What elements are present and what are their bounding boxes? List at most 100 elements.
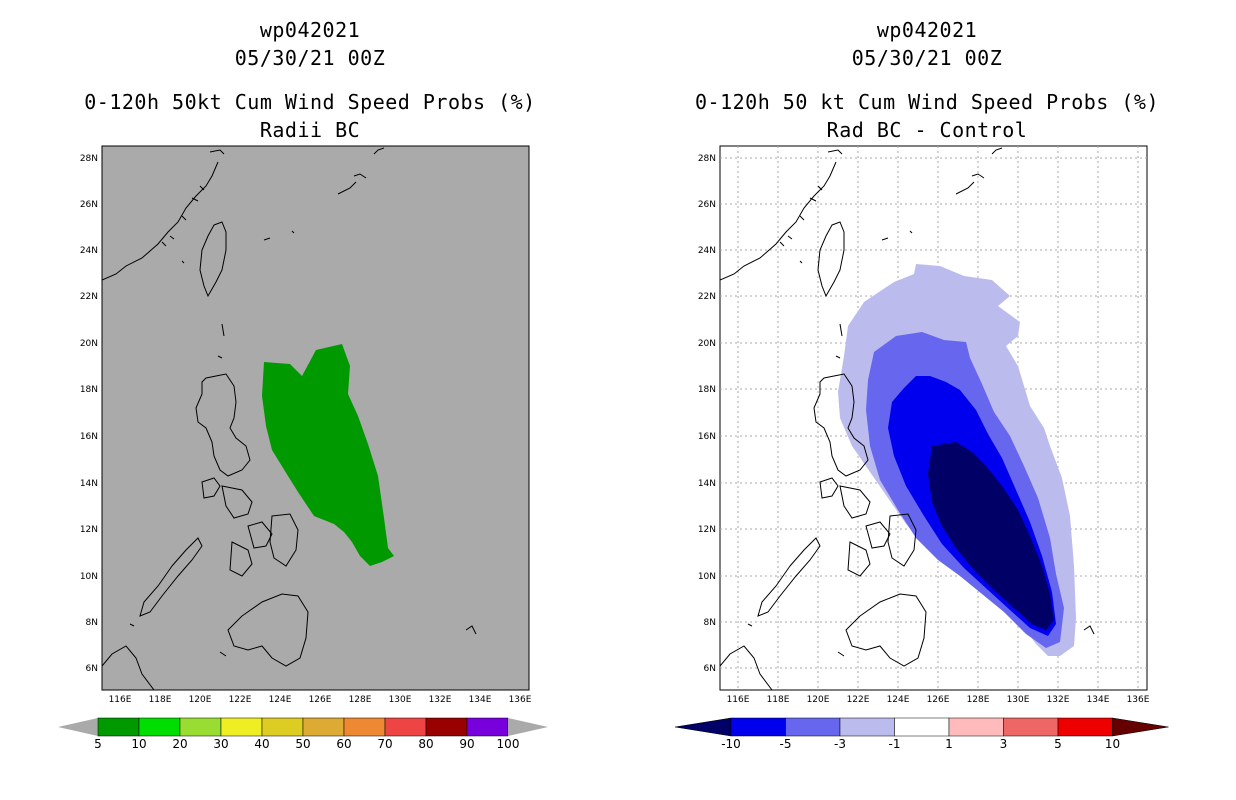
left-datetime: 05/30/21 00Z [234, 46, 386, 70]
right-x-tick-122e: 122E [847, 695, 870, 705]
left-x-tick-130e: 130E [389, 695, 412, 705]
right-y-tick-12n: 12N [698, 525, 716, 535]
left-y-tick-22n: 22N [80, 292, 98, 302]
left-colorbar-end-high [508, 718, 548, 736]
left-y-tick-16n: 16N [80, 432, 98, 442]
left-colorbar-label-80: 80 [418, 737, 433, 751]
left-colorbar-swatch-9 [466, 717, 509, 737]
right-storm-id: wp042021 [876, 18, 978, 42]
left-colorbar-label-100: 100 [497, 737, 520, 751]
left-colorbar-label-10: 10 [131, 737, 146, 751]
left-colorbar-swatch-8 [425, 717, 468, 737]
left-colorbar-swatch-7 [384, 717, 427, 737]
right-axes: 116E 118E 120E 122E 124E 126E 128E 130E 132E 134E… [698, 154, 1150, 705]
left-colorbar-swatch-5 [302, 717, 345, 737]
left-title: 0-120h 50kt Cum Wind Speed Probs (%) [84, 90, 536, 114]
left-map [101, 145, 530, 691]
left-y-tick-10n: 10N [80, 572, 98, 582]
right-colorbar: -10 -5 -3 -1 1 3 5 10 [674, 717, 1169, 751]
right-subtitle: Rad BC - Control [826, 118, 1028, 142]
left-x-tick-122e: 122E [229, 695, 252, 705]
right-y-tick-22n: 22N [698, 292, 716, 302]
right-x-tick-132e: 132E [1047, 695, 1070, 705]
right-title: 0-120h 50 kt Cum Wind Speed Probs (%) [694, 90, 1160, 114]
right-y-tick-16n: 16N [698, 432, 716, 442]
right-colorbar-swatch-4 [948, 717, 1004, 737]
left-colorbar-label-30: 30 [213, 737, 228, 751]
right-y-tick-26n: 26N [698, 200, 716, 210]
right-datetime: 05/30/21 00Z [851, 46, 1003, 70]
left-y-tick-18n: 18N [80, 385, 98, 395]
left-colorbar-label-20: 20 [172, 737, 187, 751]
right-map [719, 145, 1148, 691]
right-colorbar-end-high [1112, 717, 1169, 737]
right-x-tick-118e: 118E [767, 695, 790, 705]
right-colorbar-label-7: 10 [1105, 737, 1120, 751]
left-x-tick-126e: 126E [309, 695, 332, 705]
left-colorbar-swatch-3 [220, 717, 263, 737]
right-colorbar-label-3: -1 [889, 737, 901, 751]
right-x-tick-116e: 116E [727, 695, 750, 705]
left-x-tick-118e: 118E [149, 695, 172, 705]
left-colorbar-label-5: 5 [94, 737, 102, 751]
left-y-tick-20n: 20N [80, 339, 98, 349]
left-colorbar-swatch-2 [179, 717, 222, 737]
right-y-tick-8n: 8N [704, 618, 716, 628]
left-x-tick-128e: 128E [349, 695, 372, 705]
left-y-tick-6n: 6N [86, 664, 98, 674]
left-colorbar-label-50: 50 [295, 737, 310, 751]
left-colorbar-swatch-0 [97, 717, 140, 737]
left-colorbar-label-90: 90 [459, 737, 474, 751]
left-colorbar-swatch-6 [343, 717, 386, 737]
right-colorbar-swatch-2 [839, 717, 895, 737]
left-axes: 116E 118E 120E 122E 124E 126E 128E 130E 132E 134E… [80, 154, 532, 705]
right-colorbar-label-4: 1 [945, 737, 953, 751]
left-colorbar-end-low [58, 718, 98, 736]
right-y-tick-24n: 24N [698, 246, 716, 256]
left-storm-id: wp042021 [259, 18, 361, 42]
right-x-tick-126e: 126E [927, 695, 950, 705]
right-y-tick-14n: 14N [698, 479, 716, 489]
right-colorbar-label-0: -10 [721, 737, 741, 751]
left-x-tick-132e: 132E [429, 695, 452, 705]
right-x-tick-134e: 134E [1087, 695, 1110, 705]
right-colorbar-label-6: 5 [1054, 737, 1062, 751]
right-x-tick-128e: 128E [967, 695, 990, 705]
right-y-tick-28n: 28N [698, 154, 716, 164]
right-x-tick-120e: 120E [807, 695, 830, 705]
left-y-tick-24n: 24N [80, 246, 98, 256]
right-x-tick-130e: 130E [1007, 695, 1030, 705]
right-colorbar-swatch-3 [894, 717, 950, 737]
right-colorbar-label-1: -5 [780, 737, 792, 751]
right-diff-minus10 [928, 442, 1054, 630]
right-colorbar-swatch-0 [730, 717, 786, 737]
left-colorbar-label-60: 60 [336, 737, 351, 751]
right-y-tick-20n: 20N [698, 339, 716, 349]
left-colorbar-swatch-4 [261, 717, 304, 737]
right-colorbar-label-5: 3 [1000, 737, 1008, 751]
left-y-tick-28n: 28N [80, 154, 98, 164]
left-colorbar-label-70: 70 [377, 737, 392, 751]
right-y-tick-6n: 6N [704, 664, 716, 674]
right-colorbar-swatch-1 [785, 717, 841, 737]
left-x-tick-116e: 116E [109, 695, 132, 705]
left-x-tick-120e: 120E [189, 695, 212, 705]
left-colorbar-swatch-1 [138, 717, 181, 737]
right-colorbar-swatch-6 [1057, 717, 1113, 737]
left-colorbar: 5 10 20 30 40 50 60 70 80 90 100 [58, 717, 548, 751]
right-colorbar-swatch-5 [1003, 717, 1059, 737]
right-colorbar-label-2: -3 [834, 737, 846, 751]
right-y-tick-18n: 18N [698, 385, 716, 395]
right-y-tick-10n: 10N [698, 572, 716, 582]
right-x-tick-136e: 136E [1127, 695, 1150, 705]
left-colorbar-label-40: 40 [254, 737, 269, 751]
left-subtitle: Radii BC [259, 118, 361, 142]
left-probability-contour [262, 344, 394, 566]
right-colorbar-end-low [674, 717, 732, 737]
left-y-tick-8n: 8N [86, 618, 98, 628]
left-y-tick-14n: 14N [80, 479, 98, 489]
left-x-tick-136e: 136E [509, 695, 532, 705]
left-y-tick-12n: 12N [80, 525, 98, 535]
left-y-tick-26n: 26N [80, 200, 98, 210]
left-x-tick-134e: 134E [469, 695, 492, 705]
